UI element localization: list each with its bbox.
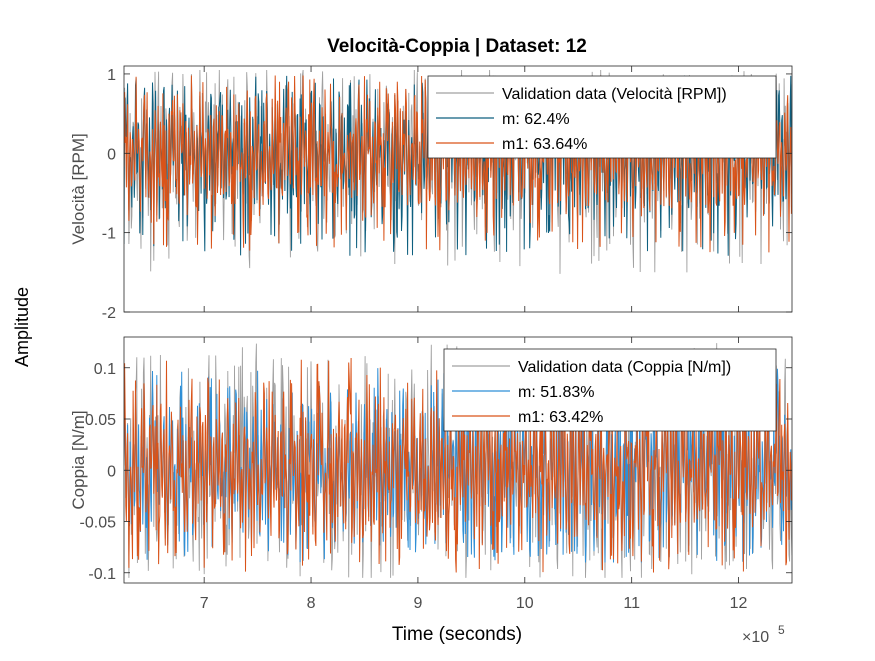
axes-box	[123, 65, 793, 313]
x-axis-label: Time (seconds)	[392, 624, 522, 645]
y-axis-label: Coppia [N/m]	[69, 410, 88, 509]
x-tick-label: 10	[516, 595, 534, 612]
legend-entry: Validation data (Coppia [N/m])	[518, 359, 731, 376]
x-tick-label: 7	[200, 595, 209, 612]
x-tick-label: 11	[623, 595, 640, 612]
y-tick-label: 0.1	[94, 361, 116, 378]
y-axis-label: Velocità [RPM]	[69, 133, 88, 245]
y-tick-label: -1	[102, 226, 116, 243]
y-tick-label: -0.1	[88, 566, 116, 583]
common-y-label: Amplitude	[12, 287, 32, 367]
series-line-m1	[124, 357, 792, 573]
legend-entry: m: 51.83%	[518, 384, 594, 401]
legend-entry: Validation data (Velocità [RPM])	[502, 86, 727, 103]
legend: Validation data (Velocità [RPM]) m: 62.4%…	[427, 75, 777, 159]
y-tick-label: -2	[102, 305, 116, 322]
x-tick-label: 12	[730, 595, 748, 612]
chart-title: Velocità-Coppia | Dataset: 12	[327, 36, 587, 57]
legend-box	[443, 348, 777, 432]
y-tick-label: 0	[107, 463, 116, 480]
legend-entry: m: 62.4%	[502, 111, 570, 128]
axes-box	[123, 336, 793, 584]
panel-1: 1 0 -1 -2 Velocità [RPM] Validation data (Vel…	[69, 65, 793, 322]
panel-2: 7 8 9 10 11 12 0.1 0.05 0 -0.05 -0.1 Coppia [N/m] Va…	[69, 336, 793, 612]
x-exponent-power: 5	[778, 623, 785, 637]
y-tick-label: 1	[107, 67, 116, 84]
y-tick-label: 0.05	[85, 412, 116, 429]
series-group	[124, 343, 792, 578]
series-line-m1	[124, 75, 792, 253]
x-exponent-label: ×10 5	[742, 623, 785, 646]
legend-entry: m1: 63.64%	[502, 136, 587, 153]
x-exponent-base: ×10	[742, 629, 769, 646]
x-tick-label: 8	[307, 595, 316, 612]
y-tick-label: -0.05	[80, 515, 117, 532]
x-tick-label: 9	[413, 595, 422, 612]
legend: Validation data (Coppia [N/m]) m: 51.83% m…	[443, 348, 777, 432]
series-group	[124, 69, 792, 274]
y-tick-label: 0	[107, 146, 116, 163]
legend-entry: m1: 63.42%	[518, 409, 603, 426]
legend-box	[427, 75, 777, 159]
